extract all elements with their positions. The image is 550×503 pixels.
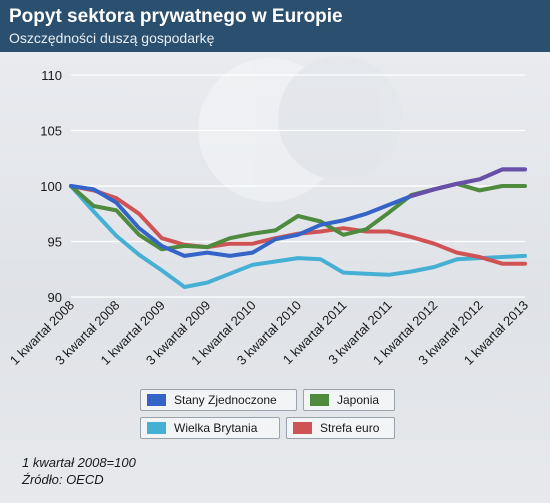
y-tick-label: 95	[48, 235, 62, 250]
legend-label: Strefa euro	[320, 421, 380, 435]
y-tick-label: 100	[40, 179, 62, 194]
legend-label: Japonia	[337, 393, 380, 407]
source-note: Źródło: OECD	[22, 472, 104, 487]
series-line-3	[69, 184, 527, 266]
legend-label: Wielka Brytania	[174, 421, 258, 435]
chart-subtitle: Oszczędności duszą gospodarkę	[9, 30, 215, 46]
legend-item-japonia: Japonia	[303, 389, 395, 411]
legend-swatch	[293, 422, 312, 434]
legend-item-stany-zjednoczone: Stany Zjednoczone	[140, 389, 297, 411]
legend-swatch	[147, 394, 166, 406]
y-tick-label: 90	[48, 290, 62, 305]
y-tick-label: 105	[40, 124, 62, 139]
series-line-overlap	[409, 167, 527, 198]
base-note: 1 kwartał 2008=100	[22, 455, 136, 470]
chart-title: Popyt sektora prywatnego w Europie	[9, 6, 343, 27]
legend-label: Stany Zjednoczone	[174, 393, 277, 407]
legend-swatch	[147, 422, 166, 434]
series-line-2	[69, 184, 527, 289]
legend: Stany Zjednoczone Japonia Wielka Brytani…	[140, 389, 395, 443]
header-bar: Popyt sektora prywatnego w Europie Oszcz…	[0, 0, 550, 52]
watermark-logo	[198, 56, 402, 202]
y-tick-label: 110	[41, 68, 62, 83]
legend-swatch	[310, 394, 329, 406]
legend-item-strefa-euro: Strefa euro	[286, 417, 395, 439]
legend-item-wielka-brytania: Wielka Brytania	[140, 417, 280, 439]
